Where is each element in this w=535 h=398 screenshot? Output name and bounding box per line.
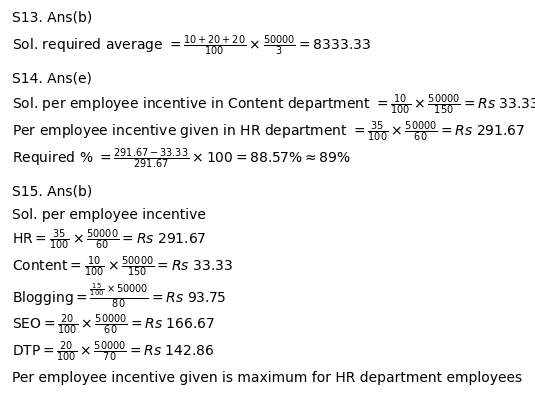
Text: Per employee incentive given in HR department $= \frac{35}{100} \times \frac{500: Per employee incentive given in HR depar… — [12, 120, 525, 144]
Text: $\mathrm{Content} = \frac{10}{100} \times \frac{50000}{150} = Rs\ 33.33$: $\mathrm{Content} = \frac{10}{100} \time… — [12, 255, 233, 279]
Text: S15. Ans(b): S15. Ans(b) — [12, 184, 92, 198]
Text: $\mathrm{SEO} = \frac{20}{100} \times \frac{50000}{60} = Rs\ 166.67$: $\mathrm{SEO} = \frac{20}{100} \times \f… — [12, 312, 215, 337]
Text: Required % $= \frac{291.67-33.33}{291.67} \times 100 = 88.57\% \approx 89\%$: Required % $= \frac{291.67-33.33}{291.67… — [12, 147, 350, 172]
Text: $\mathrm{Blogging} = \frac{\frac{15}{100} \times 50000}{80} = Rs\ 93.75$: $\mathrm{Blogging} = \frac{\frac{15}{100… — [12, 281, 226, 310]
Text: $\mathrm{HR} = \frac{35}{100} \times \frac{50000}{60} = Rs\ 291.67$: $\mathrm{HR} = \frac{35}{100} \times \fr… — [12, 228, 206, 252]
Text: Per employee incentive given is maximum for HR department employees: Per employee incentive given is maximum … — [12, 371, 522, 385]
Text: $\mathrm{DTP} = \frac{20}{100} \times \frac{50000}{70} = Rs\ 142.86$: $\mathrm{DTP} = \frac{20}{100} \times \f… — [12, 340, 214, 364]
Text: Sol. required average $= \frac{10+20+20}{100} \times \frac{50000}{3} = 8333.33$: Sol. required average $= \frac{10+20+20}… — [12, 33, 371, 58]
Text: S13. Ans(b): S13. Ans(b) — [12, 11, 92, 25]
Text: Sol. per employee incentive: Sol. per employee incentive — [12, 208, 205, 222]
Text: Sol. per employee incentive in Content department $= \frac{10}{100} \times \frac: Sol. per employee incentive in Content d… — [12, 92, 535, 117]
Text: S14. Ans(e): S14. Ans(e) — [12, 71, 91, 85]
